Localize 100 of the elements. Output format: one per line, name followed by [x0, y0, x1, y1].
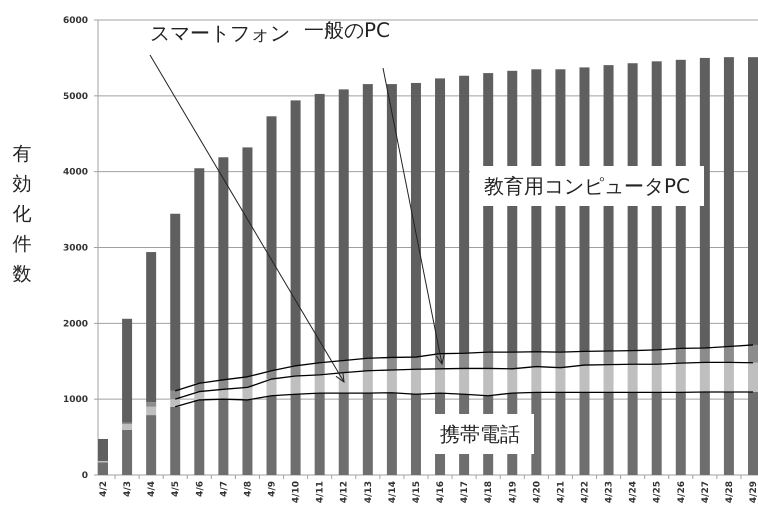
x-tick-label: 4/3 [123, 481, 134, 497]
bar [146, 252, 156, 402]
bar [652, 364, 662, 392]
y-tick-label: 4000 [62, 168, 88, 178]
bar [290, 376, 301, 394]
bar [314, 374, 325, 394]
x-tick-label: 4/28 [724, 481, 735, 504]
x-tick-label: 4/21 [556, 481, 566, 504]
bar [194, 168, 204, 384]
x-tick-label: 4/16 [436, 481, 446, 504]
bar [531, 366, 542, 392]
bar [386, 392, 397, 475]
x-tick-label: 4/12 [340, 481, 350, 504]
bar [531, 352, 542, 367]
bar [146, 406, 156, 416]
bar [314, 393, 325, 475]
bar [98, 438, 108, 461]
bar [700, 392, 710, 475]
bar [700, 362, 710, 392]
x-tick-label: 4/27 [700, 481, 711, 504]
x-tick-label: 4/24 [628, 481, 639, 504]
bar [748, 344, 758, 363]
bar [459, 76, 470, 354]
x-tick-label: 4/6 [195, 481, 206, 497]
bar [122, 424, 132, 430]
bar [604, 392, 614, 475]
bar [146, 415, 156, 475]
bar [628, 392, 638, 475]
y-tick-label: 0 [82, 471, 88, 481]
series-label: 携帯電話 [440, 422, 520, 446]
bar [604, 364, 614, 392]
bar [435, 368, 446, 394]
bar [579, 392, 590, 475]
bar [410, 369, 421, 394]
bar [555, 392, 566, 475]
bar [748, 362, 758, 392]
bar [628, 364, 638, 392]
x-tick-label: 4/20 [532, 481, 542, 504]
bar [435, 78, 446, 354]
bar [218, 399, 228, 475]
series-label: 教育用コンピュータPC [484, 174, 690, 198]
y-tick-label: 2000 [62, 319, 88, 330]
bar [700, 58, 710, 348]
bar [652, 392, 662, 475]
x-tick-label: 4/22 [580, 481, 590, 504]
bar [604, 351, 614, 365]
bar [122, 430, 132, 475]
bar [170, 406, 180, 475]
bar [748, 57, 758, 345]
bar [146, 402, 156, 407]
bar [266, 116, 277, 371]
x-tick-label: 4/29 [749, 481, 758, 504]
bar [314, 94, 325, 363]
bar [170, 214, 180, 391]
bar [386, 84, 397, 358]
bar [266, 396, 277, 475]
bar [194, 400, 204, 475]
bar [676, 392, 686, 475]
bar [386, 357, 397, 370]
bar [676, 348, 686, 364]
bar [362, 370, 373, 394]
y-tick-label: 1000 [62, 395, 88, 406]
bar [362, 84, 373, 358]
bar [98, 462, 108, 475]
bar [555, 352, 566, 368]
x-tick-label: 4/10 [292, 481, 302, 504]
bar [748, 392, 758, 475]
x-tick-label: 4/2 [99, 481, 109, 497]
bar [483, 368, 494, 396]
x-tick-label: 4/14 [388, 481, 398, 504]
ylabel: 有効化件数 [12, 143, 32, 285]
bar [242, 147, 252, 377]
bar [724, 392, 734, 475]
bar [266, 379, 277, 396]
y-tick-label: 6000 [62, 16, 88, 26]
bar [676, 363, 686, 392]
x-tick-label: 4/15 [412, 481, 422, 504]
x-tick-label: 4/8 [243, 481, 254, 497]
x-tick-label: 4/13 [364, 481, 374, 504]
bar [338, 393, 349, 475]
bar [410, 357, 421, 370]
x-tick-label: 4/19 [508, 481, 518, 504]
bar [579, 365, 590, 392]
x-tick-label: 4/11 [316, 481, 326, 504]
bar [724, 362, 734, 392]
x-tick-label: 4/17 [460, 481, 470, 504]
bar [290, 394, 301, 475]
bar [410, 82, 421, 358]
x-tick-label: 4/4 [147, 481, 158, 497]
x-tick-label: 4/7 [219, 481, 230, 497]
bar [507, 368, 518, 394]
bar [170, 399, 180, 407]
x-tick-label: 4/18 [484, 481, 494, 504]
x-tick-label: 4/25 [652, 481, 663, 504]
bar [290, 100, 301, 366]
y-tick-label: 5000 [62, 92, 88, 102]
x-tick-label: 4/5 [171, 481, 182, 497]
bar [579, 351, 590, 366]
bar [724, 346, 734, 362]
bar [410, 394, 421, 475]
